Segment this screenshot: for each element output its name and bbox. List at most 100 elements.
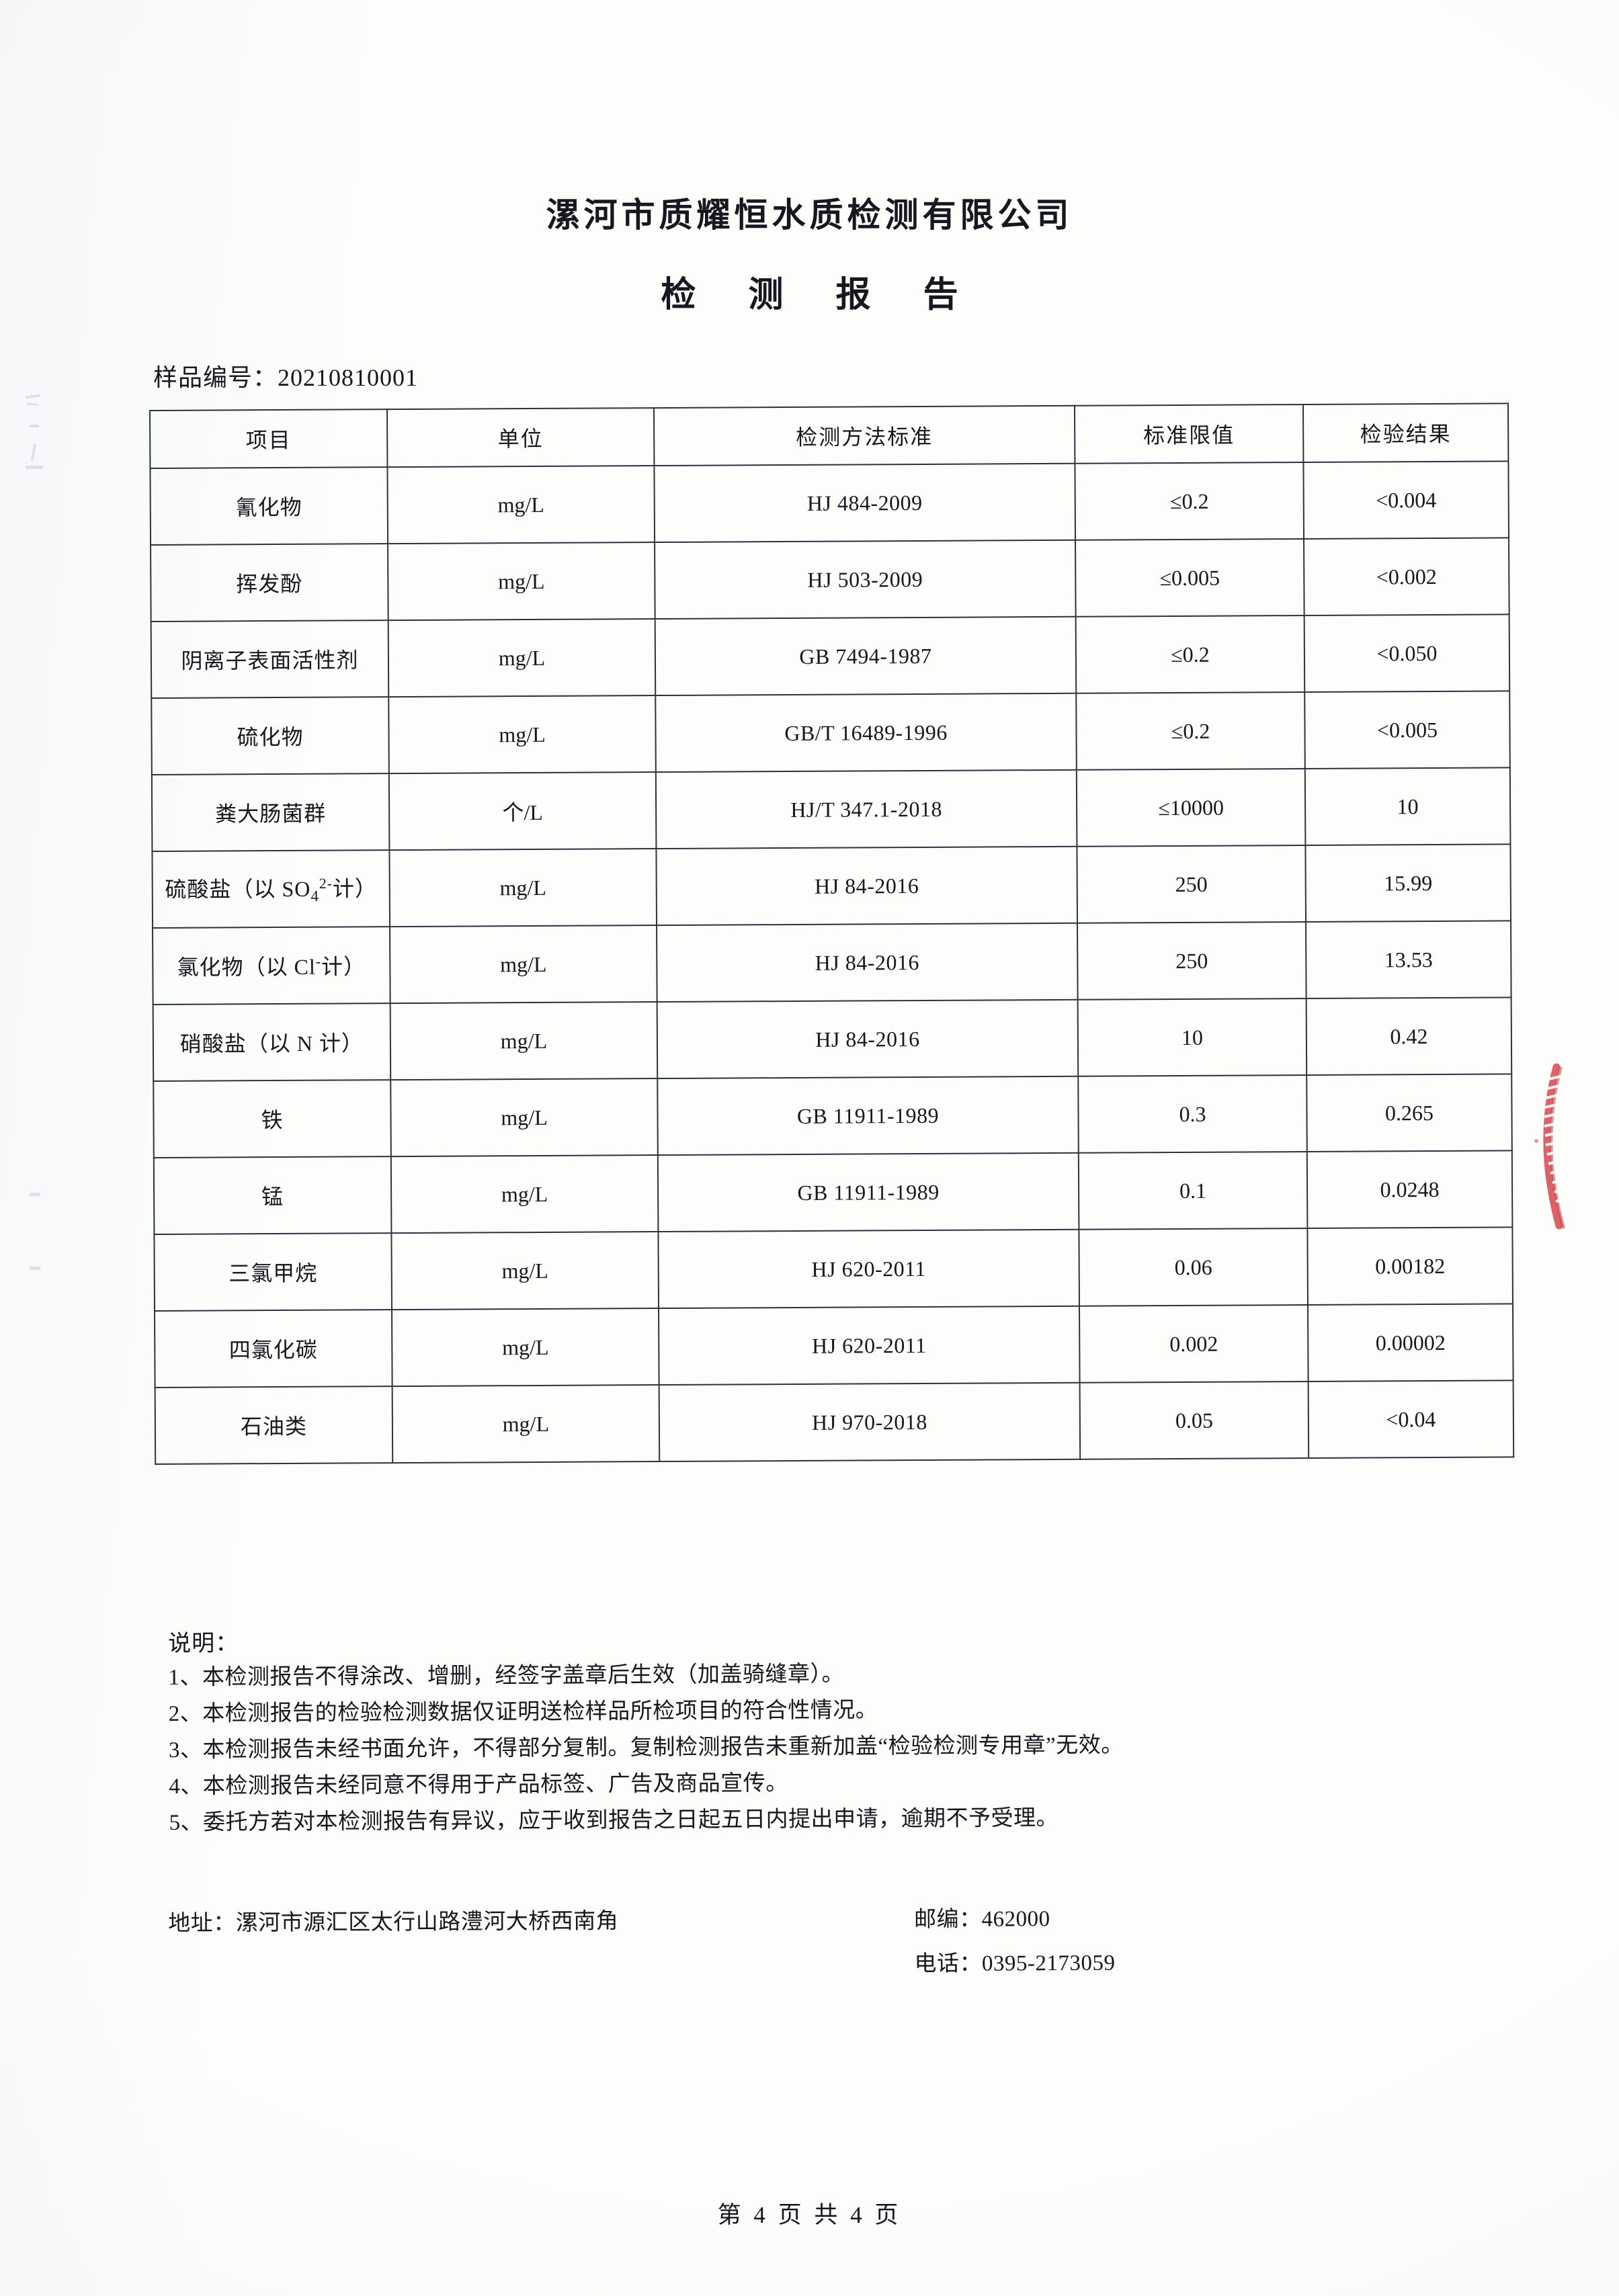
- cell-item: 挥发酚: [151, 544, 388, 622]
- column-header-method: 检测方法标准: [653, 405, 1075, 466]
- results-table: 项目 单位 检测方法标准 标准限值 检验结果 氰化物 mg/L HJ 484-200…: [149, 402, 1514, 1465]
- cell-unit: mg/L: [390, 1002, 658, 1080]
- cell-method: HJ 484-2009: [654, 463, 1076, 543]
- table-row: 粪大肠菌群 个/L HJ/T 347.1-2018 ≤10000 10: [151, 767, 1511, 851]
- zip-text: 邮编：462000: [914, 1907, 1050, 1932]
- column-header-limit: 标准限值: [1074, 405, 1304, 464]
- cell-method: HJ 620-2011: [658, 1229, 1080, 1309]
- company-name: 漯河市质耀恒水质检测有限公司: [546, 195, 1073, 235]
- cell-unit: 个/L: [388, 772, 657, 851]
- table-row: 阴离子表面活性剂 mg/L GB 7494-1987 ≤0.2 <0.050: [151, 614, 1510, 698]
- cell-result: <0.050: [1304, 614, 1510, 693]
- cell-item: 硝酸盐（以 N 计）: [153, 1003, 391, 1081]
- cell-limit: ≤0.2: [1075, 615, 1305, 693]
- cell-limit: 0.05: [1079, 1381, 1309, 1459]
- cell-item: 硫酸盐（以 SO42-计）: [152, 850, 390, 928]
- scan-artifact-mark: [30, 425, 39, 427]
- cell-item: 硫化物: [151, 697, 389, 775]
- cell-limit: ≤0.2: [1075, 462, 1304, 540]
- cell-unit: mg/L: [387, 466, 655, 544]
- cell-limit: 10: [1077, 998, 1307, 1076]
- table-row: 三氯甲烷 mg/L HJ 620-2011 0.06 0.00182: [154, 1227, 1513, 1311]
- scan-artifact-mark: [26, 402, 40, 406]
- cell-unit: mg/L: [390, 925, 657, 1004]
- sample-number-value: 20210810001: [278, 364, 419, 391]
- page-title: 检 测 报 告: [661, 274, 979, 315]
- table-row: 锰 mg/L GB 11911-1989 0.1 0.0248: [153, 1150, 1513, 1234]
- note-line: 2、本检测报告的检验检测数据仅证明送检样品所检项目的符合性情况。: [168, 1698, 878, 1726]
- column-header-item: 项目: [150, 409, 388, 468]
- cell-result: 15.99: [1305, 844, 1511, 922]
- cell-result: 13.53: [1306, 921, 1511, 998]
- cell-item: 氯化物（以 Cl-计）: [153, 927, 390, 1005]
- edge-seal-stamp-icon: [1534, 1063, 1568, 1230]
- scan-artifact-mark: [30, 1193, 40, 1196]
- cell-item: 铁: [153, 1080, 391, 1158]
- cell-result: 0.0248: [1306, 1150, 1513, 1228]
- cell-item: 石油类: [155, 1386, 393, 1464]
- sample-number-label: 样品编号：: [153, 364, 278, 391]
- cell-result: 0.265: [1306, 1074, 1512, 1152]
- table-header-row: 项目 单位 检测方法标准 标准限值 检验结果: [150, 403, 1509, 468]
- cell-result: <0.04: [1308, 1380, 1514, 1458]
- note-line: 5、委托方若对本检测报告有异议，应于收到报告之日起五日内提出申请，逾期不予受理。: [169, 1806, 1059, 1835]
- scan-artifact-mark: [25, 394, 41, 399]
- cell-limit: 0.06: [1079, 1228, 1308, 1306]
- cell-limit: 250: [1077, 845, 1306, 923]
- address-text: 地址：漯河市源汇区太行山路澧河大桥西南角: [168, 1909, 619, 1936]
- contact-row: 地址：漯河市源汇区太行山路澧河大桥西南角 邮编：462000 电话：0395-2…: [168, 1898, 1479, 1976]
- notes-section: 说明： 1、本检测报告不得涂改、增删，经签字盖章后生效（加盖骑缝章）。 2、本检测…: [168, 1618, 1480, 1848]
- cell-method: HJ 970-2018: [659, 1382, 1081, 1462]
- column-header-unit: 单位: [387, 408, 655, 468]
- results-table-head: 项目 单位 检测方法标准 标准限值 检验结果: [150, 403, 1509, 468]
- notes-title: 说明：: [168, 1631, 239, 1656]
- cell-unit: mg/L: [390, 1078, 658, 1157]
- cell-limit: 0.3: [1078, 1074, 1307, 1153]
- cell-method: GB 11911-1989: [657, 1152, 1079, 1232]
- cell-method: HJ/T 347.1-2018: [655, 769, 1077, 849]
- table-row: 氯化物（以 Cl-计） mg/L HJ 84-2016 250 13.53: [153, 921, 1511, 1005]
- cell-item: 四氯化碳: [155, 1310, 392, 1388]
- cell-limit: ≤10000: [1076, 769, 1306, 847]
- note-line: 3、本检测报告未经书面允许，不得部分复制。复制检测报告未重新加盖“检验检测专用章…: [168, 1733, 1124, 1762]
- cell-unit: mg/L: [388, 542, 655, 621]
- table-row: 硫化物 mg/L GB/T 16489-1996 ≤0.2 <0.005: [151, 691, 1510, 775]
- table-row: 石油类 mg/L HJ 970-2018 0.05 <0.04: [155, 1380, 1514, 1464]
- page-number-footer: 第 4 页 共 4 页: [717, 2202, 902, 2228]
- cell-item: 锰: [153, 1156, 392, 1234]
- cell-unit: mg/L: [392, 1385, 660, 1463]
- scan-artifact-mark: [26, 466, 43, 469]
- cell-limit: ≤0.005: [1075, 539, 1304, 617]
- cell-limit: 250: [1077, 921, 1306, 1000]
- table-row: 铁 mg/L GB 11911-1989 0.3 0.265: [153, 1074, 1512, 1158]
- cell-unit: mg/L: [390, 1155, 659, 1234]
- cell-method: GB/T 16489-1996: [655, 693, 1077, 773]
- cell-method: HJ 620-2011: [659, 1306, 1080, 1386]
- column-header-result: 检验结果: [1302, 403, 1509, 463]
- telephone-text: 电话：0395-2173059: [914, 1951, 1116, 1977]
- cell-item: 氰化物: [150, 467, 388, 545]
- cell-method: HJ 84-2016: [656, 846, 1078, 926]
- cell-result: <0.002: [1304, 538, 1509, 616]
- cell-result: <0.005: [1304, 691, 1510, 769]
- scan-artifact-mark: [30, 443, 37, 462]
- results-table-container: 项目 单位 检测方法标准 标准限值 检验结果 氰化物 mg/L HJ 484-200…: [149, 402, 1514, 1465]
- table-row: 硫酸盐（以 SO42-计） mg/L HJ 84-2016 250 15.99: [152, 844, 1511, 928]
- table-row: 四氯化碳 mg/L HJ 620-2011 0.002 0.00002: [155, 1304, 1513, 1388]
- table-row: 硝酸盐（以 N 计） mg/L HJ 84-2016 10 0.42: [153, 997, 1512, 1081]
- cell-item: 三氯甲烷: [154, 1233, 392, 1311]
- contact-block: 地址：漯河市源汇区太行山路澧河大桥西南角 邮编：462000 电话：0395-2…: [168, 1898, 1479, 1976]
- table-row: 氰化物 mg/L HJ 484-2009 ≤0.2 <0.004: [150, 461, 1509, 545]
- cell-method: GB 11911-1989: [657, 1076, 1079, 1156]
- table-row: 挥发酚 mg/L HJ 503-2009 ≤0.005 <0.002: [151, 538, 1509, 622]
- scan-artifact-mark: [30, 1267, 40, 1270]
- cell-limit: 0.002: [1079, 1304, 1309, 1383]
- cell-item: 阴离子表面活性剂: [151, 620, 389, 698]
- cell-result: 10: [1304, 767, 1511, 846]
- cell-result: <0.004: [1303, 461, 1509, 540]
- cell-unit: mg/L: [388, 619, 656, 697]
- cell-unit: mg/L: [392, 1308, 659, 1387]
- cell-unit: mg/L: [388, 695, 656, 774]
- notes-list: 1、本检测报告不得涂改、增删，经签字盖章后生效（加盖骑缝章）。 2、本检测报告的检…: [168, 1660, 1479, 1835]
